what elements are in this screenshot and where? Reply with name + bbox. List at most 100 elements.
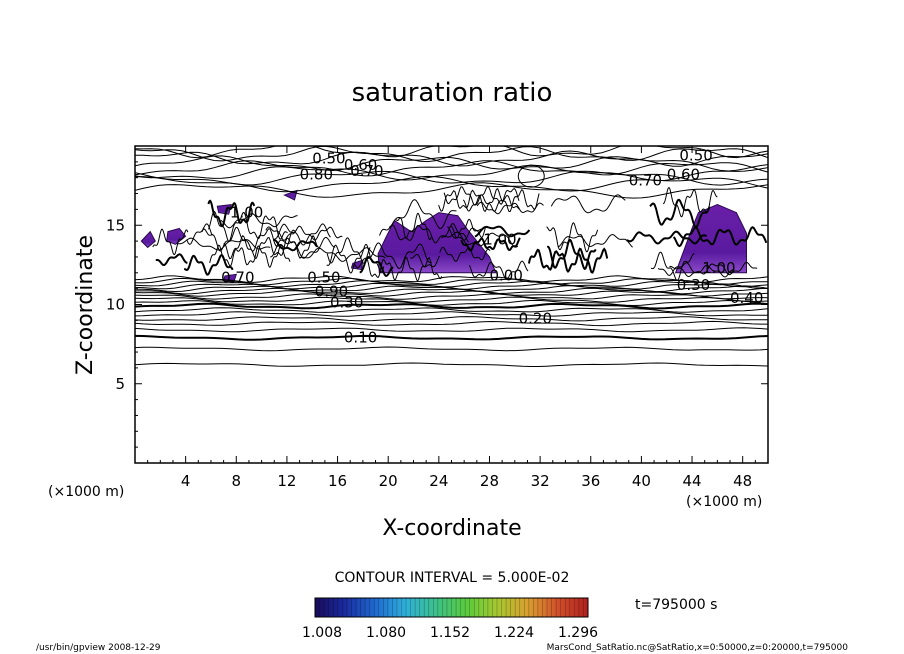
contour-line — [326, 237, 371, 264]
chart-title: saturation ratio — [352, 78, 553, 108]
contour-line — [447, 226, 482, 241]
contour-line — [476, 201, 544, 215]
contour-line — [274, 223, 331, 246]
x-tick-label: 20 — [379, 472, 398, 490]
contour-line — [135, 164, 768, 182]
contour-label: 0.60 — [667, 165, 700, 183]
contour-label: 0.70 — [221, 268, 254, 286]
x-tick-label: 44 — [682, 472, 701, 490]
contour-line — [557, 234, 633, 248]
contour-line — [135, 320, 768, 327]
x-tick-label: 28 — [480, 472, 499, 490]
contour-label: 0.30 — [677, 276, 710, 294]
contour-label: 0.70 — [350, 162, 383, 180]
contour-line — [135, 282, 768, 290]
colorbar-tick-label: 1.080 — [366, 625, 406, 641]
colorbar-frame — [314, 597, 589, 618]
contour-line — [527, 247, 609, 274]
contour-line — [395, 212, 432, 241]
footer-program: /usr/bin/gpview 2008-12-29 — [36, 643, 161, 653]
contour-line — [135, 170, 768, 186]
contour-interval-label: CONTOUR INTERVAL = 5.000E-02 — [335, 570, 570, 586]
footer-source: MarsCond_SatRatio.nc@SatRatio,x=0:50000,… — [547, 643, 849, 653]
colorbar-tick-label: 1.296 — [558, 625, 598, 641]
contour-label: 0.90 — [315, 283, 348, 301]
supersaturated-patch-left-b — [166, 227, 187, 245]
contour-label: 0.40 — [730, 289, 763, 307]
contour-line — [546, 239, 597, 271]
contour-label: 0.00 — [490, 267, 523, 285]
contour-line — [135, 155, 768, 172]
contour-line — [208, 210, 288, 242]
x-tick-label: 24 — [429, 472, 448, 490]
time-label: t=795000 s — [635, 597, 717, 613]
contour-line — [379, 223, 469, 244]
x-tick-label: 48 — [733, 472, 752, 490]
contour-line — [186, 223, 213, 245]
contour-line — [220, 213, 298, 229]
contour-line — [649, 198, 711, 229]
y-tick-label: 10 — [106, 296, 125, 314]
colorbar: 1.008 1.080 1.152 1.224 1.296 — [302, 597, 598, 641]
colorbar-tick-label: 1.152 — [430, 625, 470, 641]
contour-line — [135, 150, 768, 167]
x-tick-label: 32 — [531, 472, 550, 490]
contour-line — [135, 299, 768, 307]
contour-line — [135, 275, 768, 284]
colorbar-gradient — [315, 598, 588, 617]
contour-line — [550, 194, 626, 214]
contour-line — [223, 234, 320, 260]
contour-line — [201, 226, 296, 252]
contour-label: 0.50 — [307, 268, 340, 286]
contour-line — [626, 230, 707, 245]
contour-line — [135, 334, 768, 341]
plot-area: 0.500.800.600.700.500.70 0.601.000.70 0.50… — [134, 145, 769, 464]
y-tick-label: 5 — [115, 375, 125, 393]
x-tick-label: 16 — [328, 472, 347, 490]
x-tick-label: 36 — [581, 472, 600, 490]
contour-label: 0.20 — [519, 310, 552, 328]
contour-line — [135, 287, 768, 295]
x-tick-label: 40 — [632, 472, 651, 490]
contour-line — [439, 246, 491, 262]
contour-label: 1.00 — [230, 203, 263, 221]
supersaturated-patch-left-a — [140, 230, 156, 249]
contour-line — [388, 199, 457, 230]
contour-line — [462, 194, 521, 212]
contour-line — [155, 253, 188, 266]
y-axis-title: Z-coordinate — [73, 235, 98, 375]
contour-line — [474, 225, 531, 238]
contour-line — [409, 253, 440, 268]
contour-line — [135, 293, 768, 300]
contour-label: 1.00 — [483, 230, 516, 248]
contour-line — [135, 307, 768, 313]
contour-line — [669, 264, 734, 278]
x-tick-label: 4 — [181, 472, 191, 490]
contour-line — [672, 226, 768, 248]
contour-line — [135, 160, 768, 177]
contour-line — [183, 253, 234, 276]
contour-line — [517, 164, 545, 188]
contour-line — [326, 243, 385, 274]
contour-line — [135, 296, 768, 303]
contour-line — [135, 302, 768, 310]
contour-line — [135, 280, 768, 288]
contour-label: 0.80 — [300, 165, 333, 183]
contour-line — [135, 182, 768, 199]
contour-line — [135, 146, 768, 163]
contour-line — [135, 362, 768, 367]
contour-label: 1.00 — [702, 259, 735, 277]
contour-line — [265, 225, 343, 241]
x-unit-right: (×1000 m) — [686, 494, 762, 510]
contour-label: 0.50 — [312, 149, 345, 167]
contour-line — [468, 260, 529, 280]
contour-label: 0.10 — [344, 329, 377, 347]
contour-label: 0.70 — [629, 172, 662, 190]
contour-line — [152, 228, 189, 256]
x-axis-title: X-coordinate — [382, 516, 521, 541]
contour-label: 0.30 — [330, 294, 363, 312]
supersaturated-region-center — [377, 212, 497, 274]
colorbar-tick-label: 1.008 — [302, 625, 342, 641]
contour-line — [135, 311, 768, 317]
